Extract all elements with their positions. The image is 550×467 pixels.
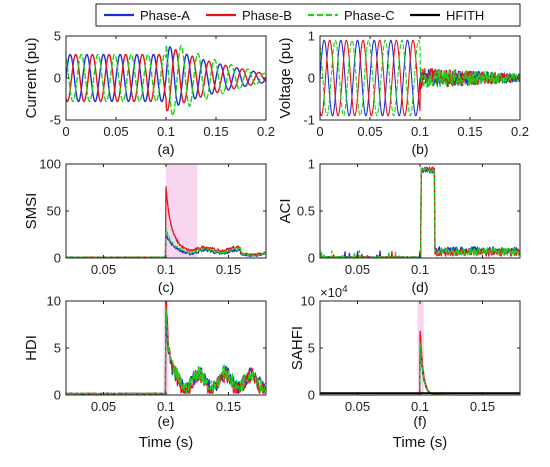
plot-area-d — [320, 164, 520, 258]
x-tick-label-a: 0.05 — [103, 124, 128, 139]
y-axis-label-f: SAHFI — [289, 326, 306, 370]
x-tick-label-a: 0.2 — [257, 124, 275, 139]
series-phase-c-e — [66, 306, 266, 395]
legend-entry-phase-a: Phase-A — [104, 8, 190, 23]
y-tick-label-b: 0 — [308, 71, 315, 86]
y-axis-label-e: HDI — [23, 335, 40, 361]
panel-caption-d: (d) — [411, 279, 428, 295]
legend-entry-hfith: HFITH — [410, 8, 484, 23]
x-tick-label-c: 0.15 — [216, 262, 241, 277]
y-tick-label-d: 0 — [308, 251, 315, 266]
x-axis-label-e: Time (s) — [139, 434, 193, 451]
plot-series-b — [320, 39, 520, 117]
x-tick-label-e: 0.1 — [157, 399, 175, 414]
x-tick-label-b: 0.2 — [511, 124, 529, 139]
y-tick-label-e: 5 — [54, 341, 61, 356]
y-tick-label-d: 1 — [308, 157, 315, 172]
plot-series-c — [66, 164, 266, 258]
y-exponent-f: ×104 — [320, 284, 348, 300]
y-tick-label-e: 0 — [54, 388, 61, 403]
plot-series-a — [66, 44, 266, 117]
legend-label-phase-b: Phase-B — [242, 8, 292, 23]
y-axis-label-d: ACI — [277, 198, 294, 223]
legend-entry-phase-b: Phase-B — [206, 8, 292, 23]
y-tick-label-a: 0 — [54, 71, 61, 86]
x-tick-label-b: 0.1 — [411, 124, 429, 139]
series-phase-b-a — [66, 48, 266, 112]
panel-caption-f: (f) — [413, 413, 426, 429]
y-exponent-power-f: 4 — [342, 284, 348, 295]
y-tick-label-a: 5 — [54, 29, 61, 44]
y-tick-label-c: 50 — [47, 204, 61, 219]
panel-caption-e: (e) — [157, 413, 174, 429]
panel-caption-a: (a) — [157, 141, 174, 157]
legend-label-hfith: HFITH — [446, 8, 484, 23]
y-tick-label-f: 5 — [308, 341, 315, 356]
x-tick-label-f: 0.15 — [470, 399, 495, 414]
x-tick-label-d: 0.15 — [470, 262, 495, 277]
x-tick-label-c: 0.05 — [91, 262, 116, 277]
x-tick-label-b: 0.05 — [357, 124, 382, 139]
legend: Phase-A Phase-B Phase-C HFITH — [95, 3, 521, 27]
x-tick-label-f: 0.1 — [411, 399, 429, 414]
y-tick-label-b: -1 — [303, 113, 315, 128]
x-tick-label-e: 0.05 — [91, 399, 116, 414]
x-tick-label-a: 0.1 — [157, 124, 175, 139]
legend-entry-phase-c: Phase-C — [308, 8, 395, 23]
legend-label-phase-a: Phase-A — [140, 8, 190, 23]
panel-e: 0.05 0.1 0.15 0 5 10 HDI (e) Time (s) — [23, 294, 267, 451]
panel-f: 0.05 0.1 0.15 0 5 10 SAHFI ×104 (f) Time (s) — [289, 284, 521, 451]
y-tick-label-d: 0.5 — [297, 204, 315, 219]
y-axis-label-a: Current (pu) — [23, 38, 40, 119]
x-tick-label-c: 0.1 — [157, 262, 175, 277]
x-tick-label-d: 0.1 — [411, 262, 429, 277]
x-axis-label-f: Time (s) — [393, 434, 447, 451]
legend-label-phase-c: Phase-C — [344, 8, 395, 23]
series-phase-c-b — [320, 39, 520, 117]
y-tick-label-f: 10 — [301, 294, 315, 309]
panel-caption-c: (c) — [158, 279, 174, 295]
x-tick-label-a: 0 — [62, 124, 69, 139]
y-tick-label-b: 1 — [308, 29, 315, 44]
y-tick-label-c: 100 — [39, 157, 61, 172]
x-tick-label-e: 0.15 — [216, 399, 241, 414]
panel-c: 0.05 0.1 0.15 0 50 100 SMSI (c) — [23, 157, 267, 295]
y-tick-label-c: 0 — [54, 251, 61, 266]
series-phase-a-a — [66, 46, 266, 106]
x-tick-label-b: 0.15 — [457, 124, 482, 139]
series-phase-b-f — [320, 330, 520, 395]
series-phase-c-c — [66, 226, 266, 258]
y-tick-label-a: -5 — [49, 113, 61, 128]
x-tick-label-b: 0 — [316, 124, 323, 139]
x-tick-label-f: 0.05 — [345, 399, 370, 414]
y-axis-label-c: SMSI — [23, 193, 40, 230]
panel-d: 0.05 0.1 0.15 0 0.5 1 ACI (d) — [277, 157, 521, 295]
plot-series-e — [66, 301, 266, 395]
series-phase-c-a — [66, 44, 266, 117]
y-tick-label-e: 10 — [47, 294, 61, 309]
x-tick-label-a: 0.15 — [203, 124, 228, 139]
y-axis-label-b: Voltage (pu) — [277, 38, 294, 119]
panel-caption-b: (b) — [411, 141, 428, 157]
y-tick-label-f: 0 — [308, 388, 315, 403]
x-tick-label-d: 0.05 — [345, 262, 370, 277]
